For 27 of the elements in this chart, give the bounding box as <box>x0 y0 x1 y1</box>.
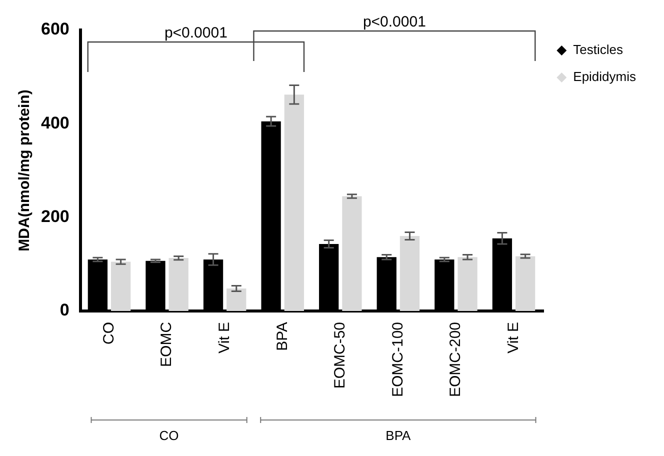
x-tick-label: EOMC-200 <box>447 322 464 398</box>
legend-label: Epididymis <box>573 69 636 84</box>
y-axis-title: MDA(nmol/mg protein) <box>16 90 34 252</box>
y-tick-label: 400 <box>40 113 70 132</box>
text: CO <box>159 428 179 444</box>
y-tick-label: 200 <box>40 207 70 226</box>
bar <box>284 94 304 311</box>
y-tick-label: 0 <box>60 300 70 320</box>
y-tick-label: 600 <box>40 20 70 39</box>
bar <box>110 262 131 311</box>
text: BPA <box>386 428 412 444</box>
x-tick-label: Vit E <box>504 322 522 354</box>
bar <box>515 256 536 311</box>
x-tick-label: CO <box>100 322 118 344</box>
bar <box>342 196 362 311</box>
x-tick-label: BPA <box>274 322 291 351</box>
bar <box>226 288 246 311</box>
x-tick-label: EOMC-50 <box>332 322 349 389</box>
x-tick-label: EOMC <box>158 322 176 367</box>
bar <box>400 236 420 311</box>
x-tick-label: Vit E <box>216 322 233 354</box>
bar <box>168 258 188 311</box>
annotation: p<0.0001 <box>362 14 426 31</box>
bar <box>458 257 478 311</box>
legend-label: Testicles <box>573 42 624 58</box>
annotation: p<0.0001 <box>164 24 228 42</box>
x-tick-label: EOMC-100 <box>389 322 406 398</box>
